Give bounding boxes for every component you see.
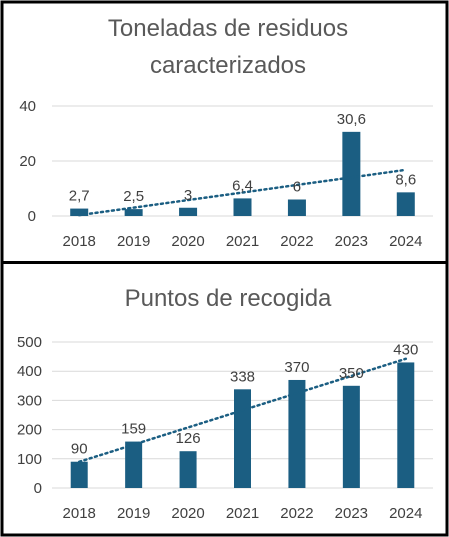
y-tick-label: 0 — [28, 208, 36, 225]
data-label-2022: 6 — [293, 179, 301, 196]
trendline-line — [77, 168, 408, 217]
y-axis-ticks: 0 20 40 — [19, 98, 36, 225]
x-tick-label: 2019 — [117, 505, 150, 522]
bar-2023 — [342, 131, 361, 216]
data-label-2024: 430 — [393, 341, 418, 358]
chart-title: Puntos de recogida — [125, 285, 332, 312]
x-tick-label: 2024 — [389, 233, 422, 250]
x-tick-label: 2022 — [280, 505, 313, 522]
x-tick-label: 2022 — [280, 233, 313, 250]
chart-title-line-1: Toneladas de residuos — [108, 15, 348, 42]
data-label-2021: 6,4 — [232, 177, 253, 194]
y-tick-label: 0 — [34, 480, 42, 497]
data-label-2020: 126 — [176, 430, 201, 447]
data-label-2018: 90 — [71, 441, 88, 458]
bars — [70, 362, 415, 488]
chart-puntos: Puntos de recogida 0 100 200 300 400 500 90 15… — [17, 285, 433, 522]
x-tick-label: 2018 — [63, 505, 96, 522]
bar-2019 — [125, 441, 143, 488]
bar-2024 — [397, 362, 415, 488]
data-label-2019: 2,5 — [123, 188, 144, 205]
x-axis-ticks: 2018 2019 2020 2021 2022 2023 2024 — [63, 505, 423, 522]
chart-title-line-2: caracterizados — [150, 52, 306, 79]
x-tick-label: 2019 — [117, 233, 150, 250]
bar-2020 — [179, 451, 197, 488]
bars — [70, 131, 415, 216]
x-tick-label: 2023 — [335, 505, 368, 522]
x-tick-label: 2020 — [171, 233, 204, 250]
bar-2021 — [233, 198, 252, 216]
data-label-2019: 159 — [121, 421, 146, 438]
bar-2023 — [342, 385, 360, 488]
bar-2022 — [287, 199, 306, 216]
data-labels: 2,7 2,5 3 6,4 6 30,6 8,6 — [69, 111, 416, 205]
data-label-2023: 350 — [339, 365, 364, 382]
y-tick-label: 100 — [17, 451, 42, 468]
y-tick-label: 500 — [17, 334, 42, 351]
data-label-2021: 338 — [230, 368, 255, 385]
trendline-line — [77, 357, 408, 464]
bar-2019 — [124, 209, 143, 216]
bar-2021 — [234, 389, 251, 488]
data-label-2018: 2,7 — [69, 188, 90, 205]
bar-2018 — [70, 208, 89, 216]
bar-2022 — [288, 379, 306, 488]
y-tick-label: 40 — [19, 98, 36, 115]
y-axis-ticks: 0 100 200 300 400 500 — [17, 334, 42, 497]
data-labels: 90 159 126 338 370 350 430 — [71, 341, 418, 457]
trendline — [77, 168, 408, 217]
y-tick-label: 300 — [17, 392, 42, 409]
y-tick-label: 400 — [17, 363, 42, 380]
x-tick-label: 2024 — [389, 505, 422, 522]
x-tick-label: 2023 — [335, 233, 368, 250]
x-tick-label: 2021 — [226, 233, 259, 250]
data-label-2020: 3 — [184, 187, 192, 204]
chart-toneladas: Toneladas de residuos caracterizados 0 20… — [19, 15, 433, 250]
data-label-2024: 8,6 — [395, 171, 416, 188]
bar-2018 — [70, 461, 88, 488]
y-tick-label: 20 — [19, 153, 36, 170]
trendline — [77, 357, 408, 464]
bar-2020 — [179, 207, 198, 216]
y-tick-label: 200 — [17, 422, 42, 439]
bar-2024 — [396, 192, 415, 216]
x-tick-label: 2021 — [226, 505, 259, 522]
x-tick-label: 2020 — [171, 505, 204, 522]
data-label-2023: 30,6 — [337, 111, 366, 128]
x-axis-ticks: 2018 2019 2020 2021 2022 2023 2024 — [63, 233, 423, 250]
x-tick-label: 2018 — [63, 233, 96, 250]
data-label-2022: 370 — [284, 359, 309, 376]
